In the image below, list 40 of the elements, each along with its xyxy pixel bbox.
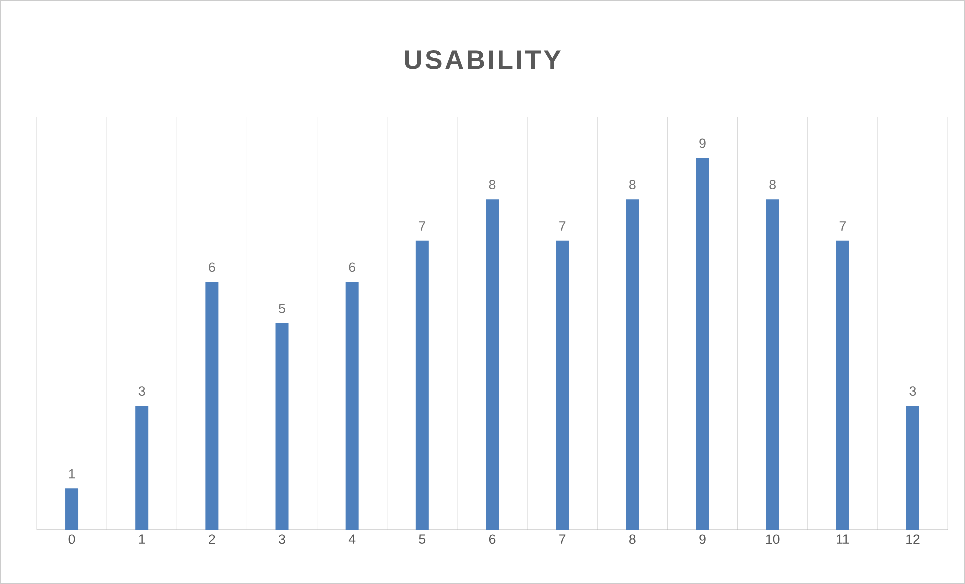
x-tick-label: 3 (279, 534, 286, 544)
bar (696, 158, 710, 530)
x-tick-label: 10 (766, 534, 780, 544)
bar (486, 200, 500, 530)
x-tick-label: 0 (68, 534, 76, 544)
bar (66, 488, 79, 530)
data-label: 3 (138, 386, 146, 396)
data-label: 1 (69, 469, 76, 479)
bar (556, 240, 570, 530)
x-tick-label: 8 (630, 534, 636, 544)
data-label: 7 (560, 222, 566, 231)
x-tick-label: 4 (348, 534, 356, 544)
bar (416, 240, 429, 530)
bar (906, 406, 920, 530)
x-tick-label: 9 (700, 534, 706, 544)
data-label: 3 (910, 386, 916, 396)
x-tick-label: 7 (560, 534, 566, 544)
data-label: 8 (489, 180, 496, 190)
data-label: 6 (209, 262, 216, 272)
data-label: 6 (349, 262, 356, 272)
data-label: 8 (630, 180, 636, 190)
x-tick-label: 6 (489, 534, 496, 544)
x-tick-label: 11 (837, 534, 850, 544)
chart-title: USABILITY (405, 50, 561, 70)
x-tick-label: 5 (419, 534, 426, 544)
x-tick-label: 2 (209, 534, 216, 544)
bar (766, 200, 780, 530)
bar (836, 240, 850, 530)
data-label: 5 (279, 304, 286, 314)
data-label: 7 (840, 222, 846, 231)
bar (346, 282, 359, 530)
data-label: 8 (770, 180, 776, 190)
x-tick-label: 12 (906, 534, 920, 544)
bar (136, 406, 149, 530)
bar (626, 200, 640, 530)
data-label: 7 (419, 222, 426, 231)
data-label: 9 (700, 138, 706, 148)
bar (276, 323, 289, 530)
x-tick-label: 1 (139, 534, 146, 544)
bar (206, 282, 219, 530)
